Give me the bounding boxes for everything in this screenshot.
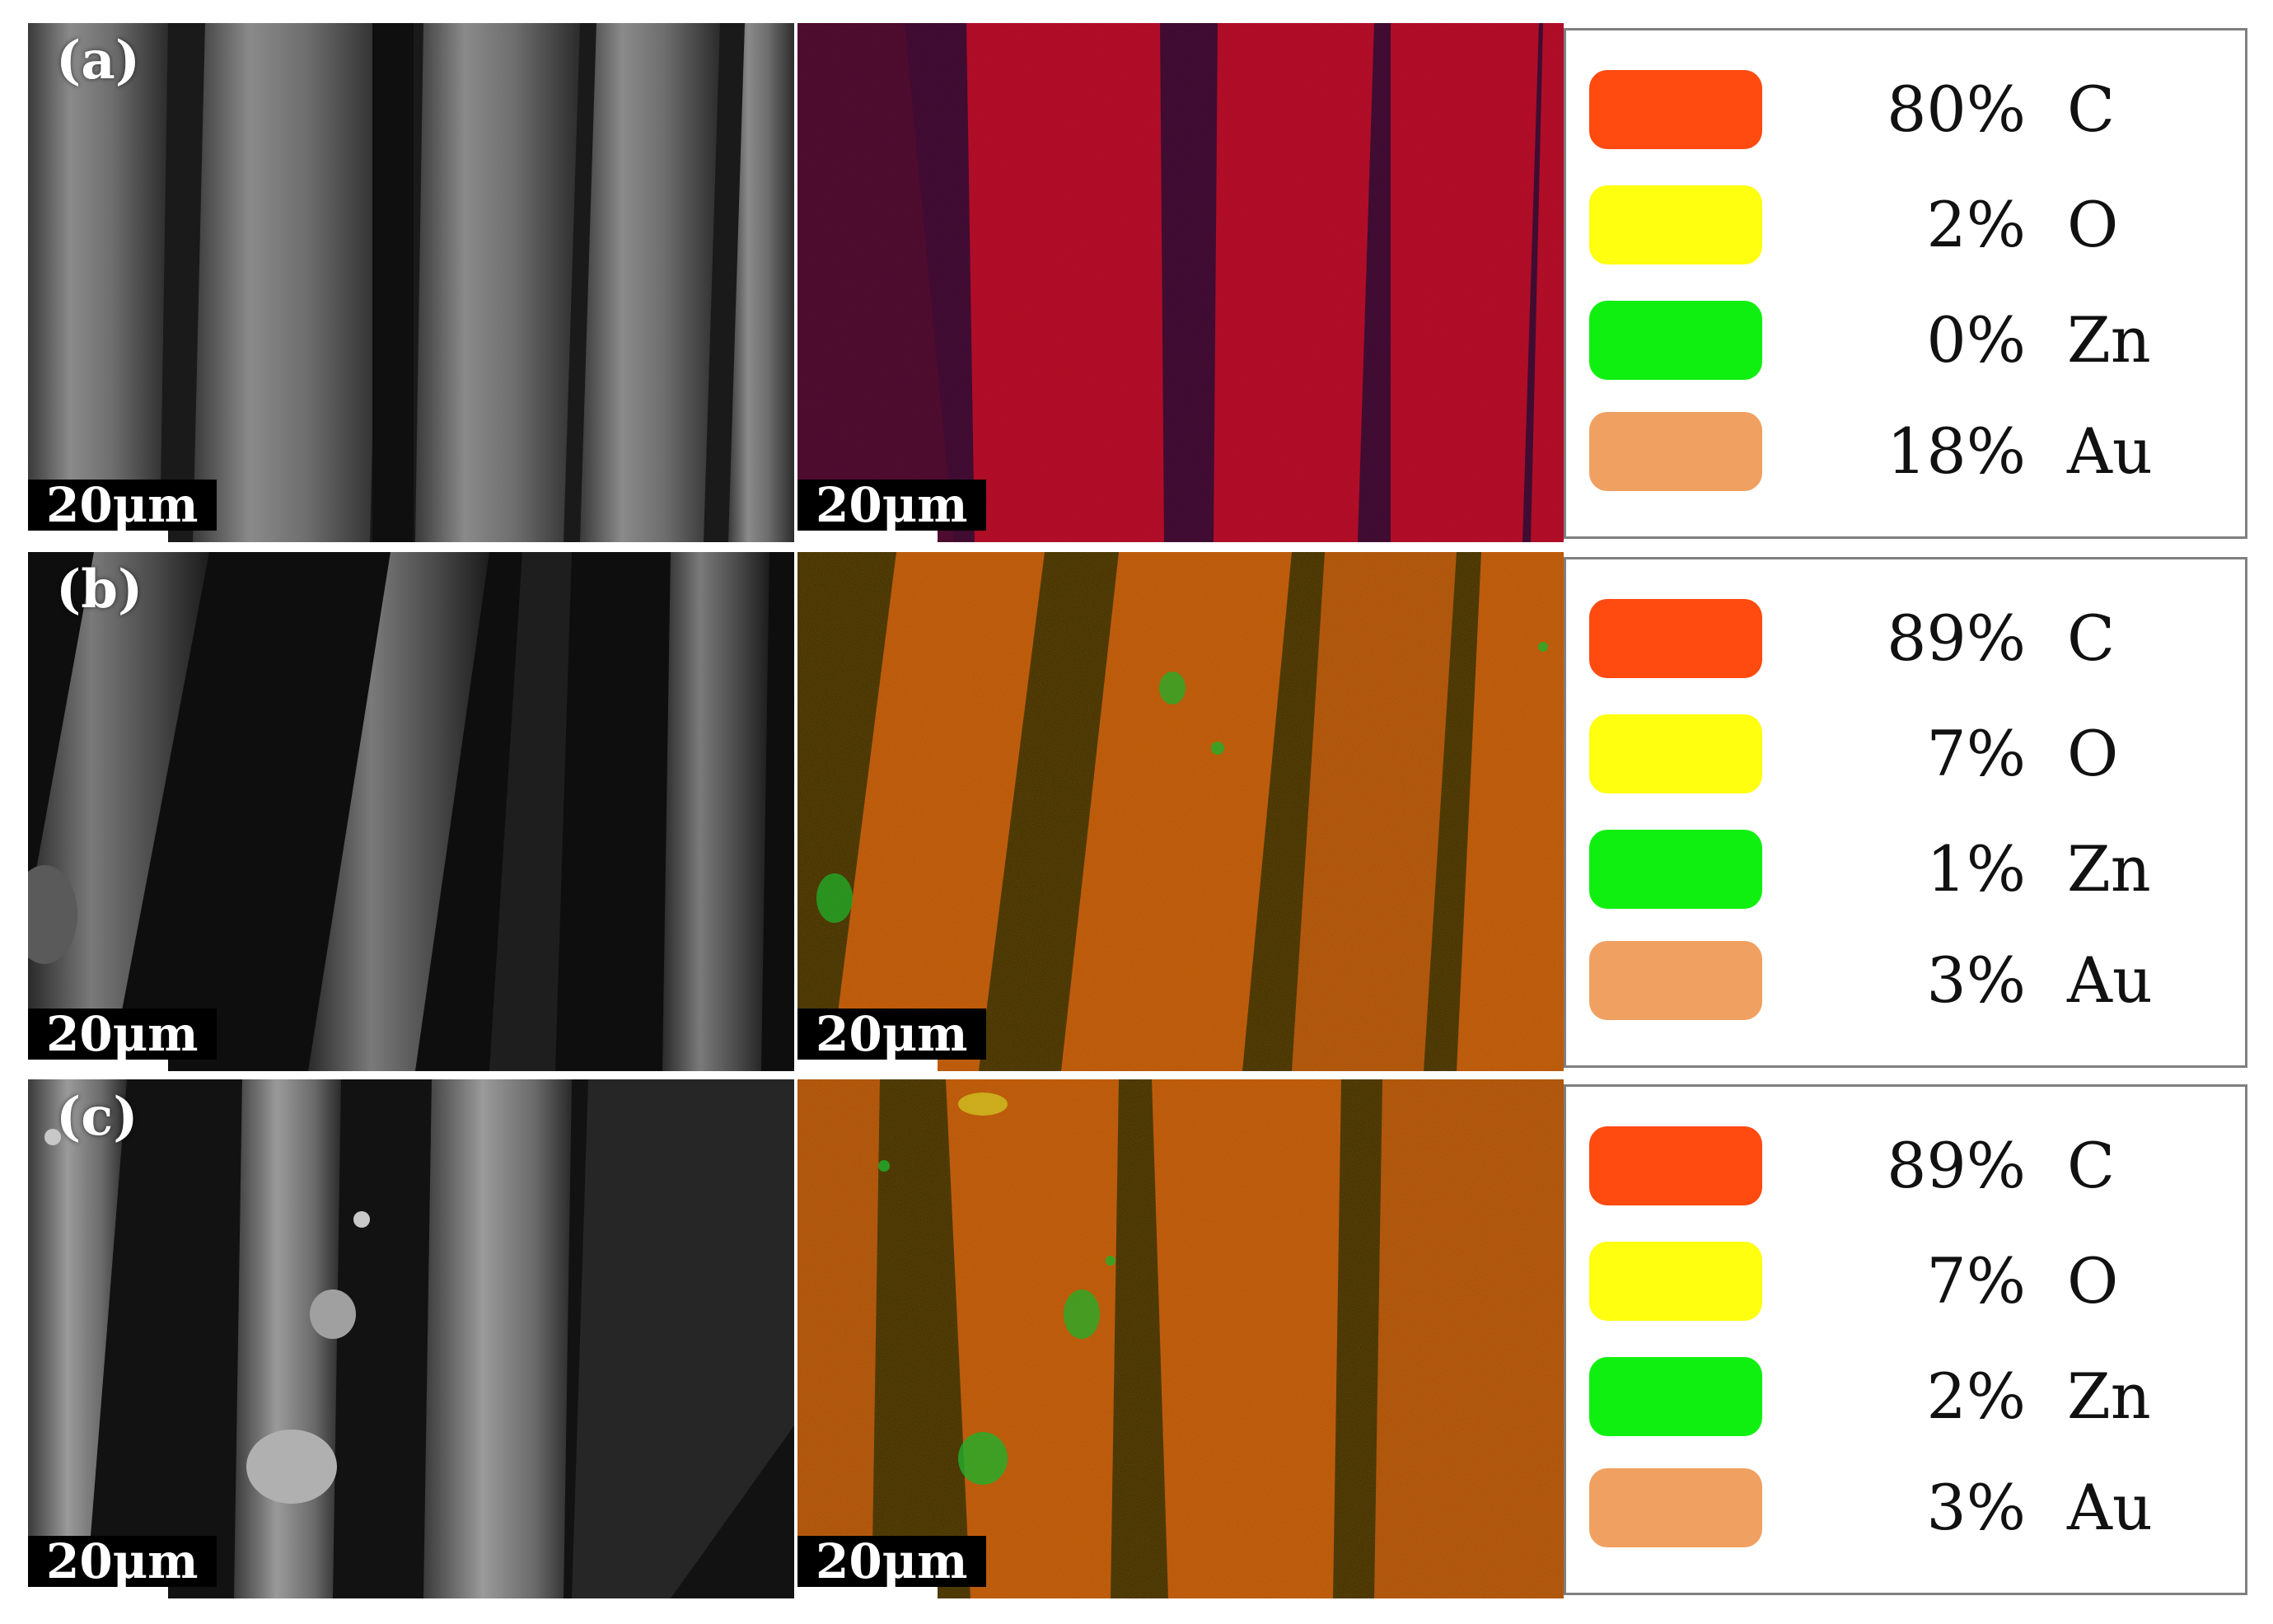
eds-fibers-c-graphic (797, 1079, 1564, 1598)
swatch-au (1589, 412, 1762, 491)
legend-pct: 89% (1887, 1129, 2026, 1202)
legend-element: Zn (2067, 303, 2151, 377)
legend-item-au: 3% Au (1589, 934, 2232, 1025)
swatch-o (1589, 1242, 1762, 1321)
legend-item-zn: 0% Zn (1589, 294, 2232, 385)
legend-item-c: 89% C (1589, 592, 2232, 683)
legend-pct: 2% (1926, 1360, 2026, 1433)
sem-image-b: (b) 20μm (28, 552, 794, 1071)
swatch-au (1589, 1468, 1762, 1547)
eds-fibers-a-graphic (797, 23, 1564, 542)
legend-pct: 3% (1926, 1471, 2026, 1544)
swatch-o (1589, 714, 1762, 793)
swatch-c (1589, 70, 1762, 149)
swatch-zn (1589, 301, 1762, 380)
legend-pct: 7% (1926, 1244, 2026, 1317)
scale-label-sem-a: 20μm (28, 480, 217, 531)
legend-item-o: 7% O (1589, 1235, 2232, 1326)
element-legend-c: 89% C 7% O 2% Zn 3% Au (1564, 1084, 2247, 1595)
panel-label-b: (b) (56, 559, 143, 620)
legend-element: C (2067, 1129, 2116, 1202)
legend-element: Zn (2067, 1360, 2151, 1433)
panel-label-c: (c) (56, 1086, 138, 1148)
legend-pct: 0% (1926, 303, 2026, 377)
legend-element: O (2067, 188, 2119, 261)
legend-element: O (2067, 1244, 2119, 1317)
swatch-au (1589, 941, 1762, 1020)
scale-label-sem-b: 20μm (28, 1009, 217, 1060)
legend-element: Au (2067, 943, 2153, 1017)
legend-element: Au (2067, 414, 2153, 488)
figure-row-a: (a) 20μm 20μm 80% C 2% (0, 23, 2273, 550)
legend-element: Zn (2067, 832, 2151, 906)
sem-fibers-a-graphic (28, 23, 794, 542)
legend-item-zn: 2% Zn (1589, 1350, 2232, 1441)
legend-pct: 3% (1926, 943, 2026, 1017)
sem-image-c: (c) 20μm (28, 1079, 794, 1598)
eds-map-a: 20μm (797, 23, 1564, 542)
legend-item-c: 89% C (1589, 1120, 2232, 1210)
figure-row-b: (b) 20μm 20μm 89% C (0, 552, 2273, 1079)
legend-item-au: 18% Au (1589, 405, 2232, 496)
element-legend-b: 89% C 7% O 1% Zn 3% Au (1564, 557, 2247, 1068)
legend-pct: 18% (1887, 414, 2026, 488)
legend-pct: 7% (1926, 717, 2026, 790)
scale-bar-sem-a (28, 531, 168, 542)
legend-pct: 80% (1887, 73, 2026, 146)
element-legend-a: 80% C 2% O 0% Zn 18% Au (1564, 28, 2247, 539)
scale-bar-sem-c (28, 1587, 168, 1598)
sem-image-a: (a) 20μm (28, 23, 794, 542)
legend-element: C (2067, 73, 2116, 146)
scale-bar-eds-a (797, 531, 938, 542)
legend-item-zn: 1% Zn (1589, 823, 2232, 914)
legend-item-o: 7% O (1589, 708, 2232, 798)
figure-row-c: (c) 20μm 20μm 89% C (0, 1079, 2273, 1607)
scale-label-eds-a: 20μm (797, 480, 986, 531)
swatch-o (1589, 185, 1762, 264)
legend-element: C (2067, 601, 2116, 675)
eds-fibers-b-graphic (797, 552, 1564, 1071)
legend-element: Au (2067, 1471, 2153, 1544)
legend-pct: 2% (1926, 188, 2026, 261)
scale-bar-eds-c (797, 1587, 938, 1598)
panel-label-a: (a) (56, 30, 141, 91)
swatch-c (1589, 599, 1762, 678)
swatch-zn (1589, 1357, 1762, 1436)
legend-pct: 1% (1926, 832, 2026, 906)
scale-label-sem-c: 20μm (28, 1536, 217, 1587)
scale-bar-eds-b (797, 1060, 938, 1071)
swatch-zn (1589, 830, 1762, 909)
scale-bar-sem-b (28, 1060, 168, 1071)
sem-fibers-c-graphic (28, 1079, 794, 1598)
sem-fibers-b-graphic (28, 552, 794, 1071)
legend-item-au: 3% Au (1589, 1462, 2232, 1552)
eds-map-b: 20μm (797, 552, 1564, 1071)
swatch-c (1589, 1126, 1762, 1205)
legend-element: O (2067, 717, 2119, 790)
eds-map-c: 20μm (797, 1079, 1564, 1598)
legend-item-o: 2% O (1589, 179, 2232, 269)
legend-item-c: 80% C (1589, 63, 2232, 154)
legend-pct: 89% (1887, 601, 2026, 675)
scale-label-eds-b: 20μm (797, 1009, 986, 1060)
scale-label-eds-c: 20μm (797, 1536, 986, 1587)
